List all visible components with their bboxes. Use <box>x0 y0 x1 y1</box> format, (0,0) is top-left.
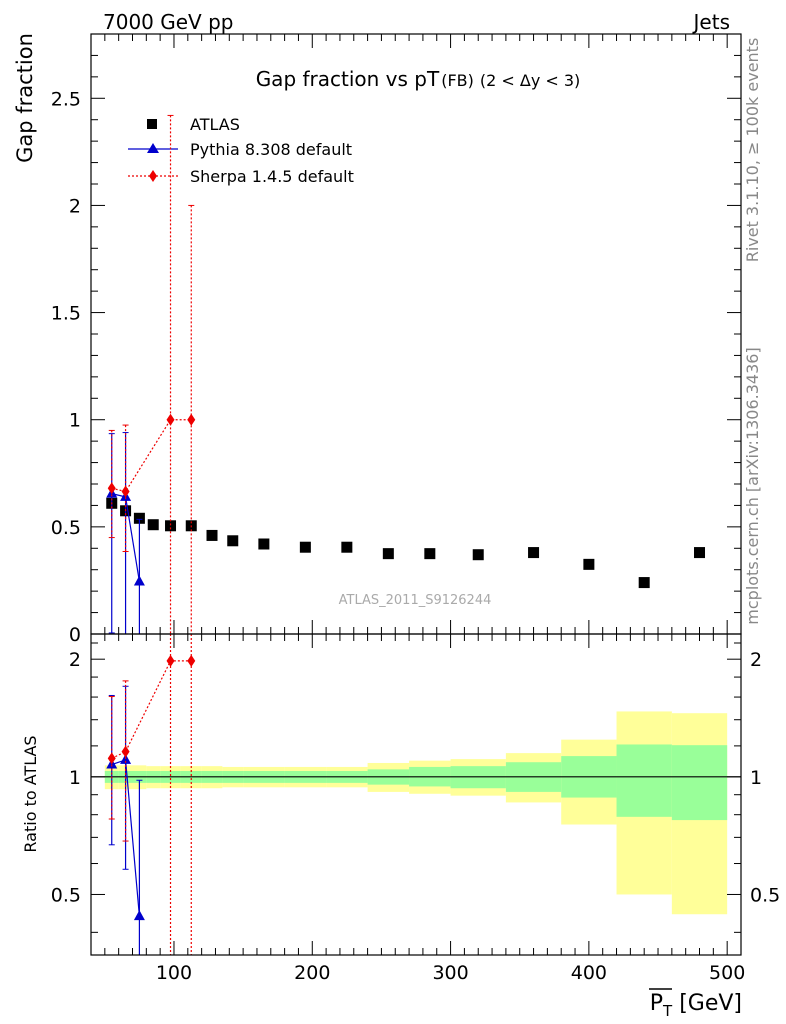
top-y-tick-label: 1.5 <box>51 303 81 325</box>
x-tick-label: 500 <box>709 962 745 984</box>
legend-pythia-marker <box>147 143 159 153</box>
x-tick-label: 400 <box>571 962 607 984</box>
atlas-point <box>299 541 311 553</box>
legend: ATLAS Pythia 8.308 default Sherpa 1.4.5 … <box>128 115 354 186</box>
sherpa-point <box>107 482 116 495</box>
sherpa-ratio-point <box>187 654 196 667</box>
atlas-point <box>147 519 159 531</box>
bottom-y-tick-label-right: 1 <box>750 767 762 789</box>
bottom-ylabel: Ratio to ATLAS <box>21 735 40 852</box>
atlas-point <box>165 520 177 532</box>
atlas-point <box>133 512 145 524</box>
axis-ticks <box>91 34 741 955</box>
legend-sherpa-label: Sherpa 1.4.5 default <box>190 167 354 186</box>
analysis-watermark: ATLAS_2011_S9126244 <box>339 593 492 608</box>
top-ylabel: Gap fraction <box>13 33 37 163</box>
x-axis-label-base: P <box>650 991 663 1016</box>
plot-title-sub: (FB) <box>441 71 474 90</box>
legend-sherpa-marker <box>149 170 157 182</box>
legend-atlas-marker <box>147 119 157 129</box>
atlas-point <box>341 541 353 553</box>
bottom-y-tick-label-left: 0.5 <box>51 884 81 906</box>
plot-title-main: Gap fraction vs pT <box>256 67 440 91</box>
atlas-point <box>472 549 484 561</box>
pythia-point <box>133 575 145 586</box>
sherpa-ratio-point <box>166 654 175 667</box>
atlas-point <box>258 538 270 550</box>
sherpa-ratio-point <box>107 752 116 765</box>
legend-pythia-label: Pythia 8.308 default <box>190 140 352 159</box>
legend-item-pythia: Pythia 8.308 default <box>128 140 352 159</box>
plot-title: Gap fraction vs pT (FB) (2 < Δy < 3) <box>256 67 581 91</box>
bottom-panel-frame <box>90 633 742 956</box>
sherpa-point <box>166 413 175 426</box>
x-axis-label: PT [GeV] <box>650 991 742 1020</box>
bottom-y-tick-label-right: 2 <box>750 649 762 671</box>
bottom-panel-series <box>106 633 196 956</box>
top-y-tick-label: 2.5 <box>51 88 81 110</box>
legend-item-atlas: ATLAS <box>147 115 240 134</box>
x-tick-label: 100 <box>156 962 192 984</box>
bottom-y-tick-label-right: 0.5 <box>750 884 780 906</box>
legend-atlas-label: ATLAS <box>190 115 240 134</box>
header-right-label: Jets <box>692 10 730 34</box>
x-axis-label-unit: [GeV] <box>672 991 742 1016</box>
mcplots-label: mcplots.cern.ch [arXiv:1306.3436] <box>743 347 762 624</box>
top-y-tick-label: 0.5 <box>51 517 81 539</box>
bottom-y-tick-label-left: 2 <box>69 649 81 671</box>
atlas-point <box>382 548 394 560</box>
legend-item-sherpa: Sherpa 1.4.5 default <box>128 167 354 186</box>
plot-title-range: (2 < Δy < 3) <box>480 71 580 90</box>
atlas-point <box>528 547 540 559</box>
top-y-tick-label: 1 <box>69 410 81 432</box>
pythia-ratio-point <box>133 910 145 921</box>
x-axis-label-sub: T <box>662 1002 673 1020</box>
rivet-version-label: Rivet 3.1.10, ≥ 100k events <box>743 38 762 263</box>
atlas-point <box>638 577 650 589</box>
atlas-point <box>424 548 436 560</box>
x-tick-label: 300 <box>432 962 468 984</box>
top-panel-series <box>106 114 706 635</box>
header-left-label: 7000 GeV pp <box>103 10 234 34</box>
top-y-tick-label: 2 <box>69 195 81 217</box>
top-y-tick-label: 0 <box>69 624 81 646</box>
atlas-point <box>583 558 595 570</box>
band-inner-bin <box>616 744 672 817</box>
sherpa-point <box>121 485 130 498</box>
axis-tick-labels: 100 200 300 400 500 0 0.5 1 1.5 2 2.5 0.5 0.5 1 1 2 2 <box>51 88 780 984</box>
sherpa-line <box>111 419 192 493</box>
band-inner-bin <box>671 745 728 821</box>
x-tick-label: 200 <box>294 962 330 984</box>
atlas-point <box>227 535 239 547</box>
atlas-point <box>694 547 706 559</box>
atlas-point <box>206 529 218 541</box>
sherpa-point <box>187 413 196 426</box>
sherpa-ratio-point <box>121 745 130 758</box>
bottom-y-tick-label-left: 1 <box>69 767 81 789</box>
